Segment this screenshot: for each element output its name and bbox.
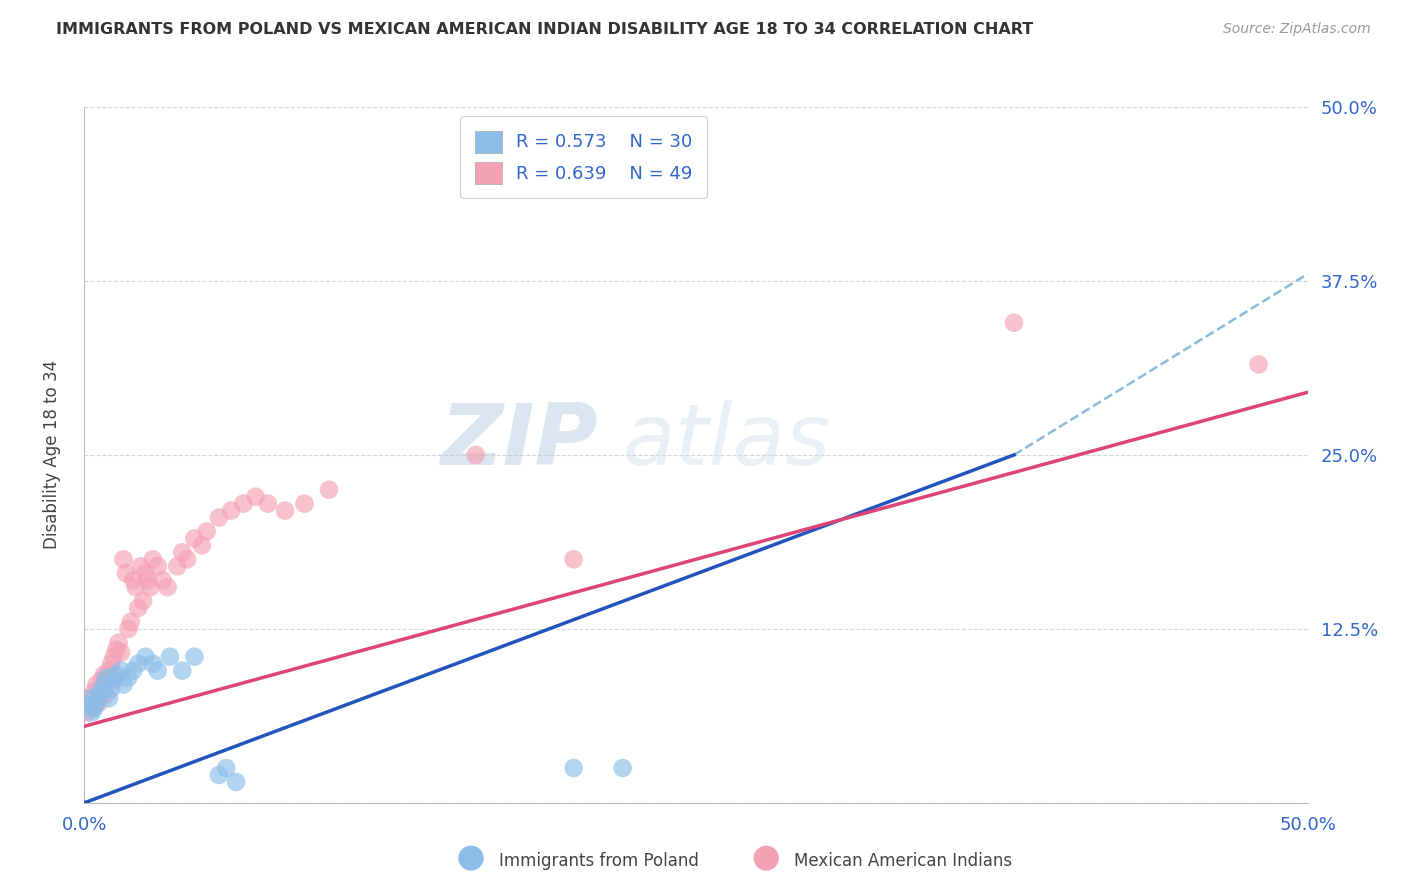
Point — [1247, 358, 1270, 372]
Point — [208, 768, 231, 782]
Point — [90, 673, 112, 688]
Point — [107, 636, 129, 650]
Point — [135, 566, 157, 581]
Point — [127, 657, 149, 671]
Point — [96, 671, 118, 685]
Point — [219, 503, 242, 517]
Point — [135, 649, 157, 664]
Point — [112, 552, 135, 566]
Point — [103, 673, 125, 688]
Point — [125, 580, 148, 594]
Point — [115, 566, 138, 581]
Text: atlas: atlas — [623, 400, 831, 483]
Point — [90, 684, 112, 698]
Point — [208, 510, 231, 524]
Text: IMMIGRANTS FROM POLAND VS MEXICAN AMERICAN INDIAN DISABILITY AGE 18 TO 34 CORREL: IMMIGRANTS FROM POLAND VS MEXICAN AMERIC… — [56, 22, 1033, 37]
Point — [159, 649, 181, 664]
Point — [87, 696, 110, 710]
Point — [122, 573, 145, 587]
Point — [80, 706, 103, 720]
Point — [562, 761, 585, 775]
Point — [129, 559, 152, 574]
Point — [93, 677, 115, 691]
Point — [183, 649, 205, 664]
Point — [142, 657, 165, 671]
Point — [122, 664, 145, 678]
Point — [80, 701, 103, 715]
Point — [215, 761, 238, 775]
Point — [112, 677, 135, 691]
Point — [191, 538, 214, 552]
Point — [464, 448, 486, 462]
Legend: R = 0.573    N = 30, R = 0.639    N = 49: R = 0.573 N = 30, R = 0.639 N = 49 — [460, 116, 707, 198]
Point — [93, 667, 115, 681]
Point — [77, 691, 100, 706]
Text: ZIP: ZIP — [440, 400, 598, 483]
Y-axis label: Disability Age 18 to 34: Disability Age 18 to 34 — [42, 360, 60, 549]
Point — [120, 615, 142, 629]
Point — [612, 761, 634, 775]
Point — [83, 701, 105, 715]
Point — [100, 657, 122, 671]
Point — [110, 664, 132, 678]
Text: Mexican American Indians: Mexican American Indians — [794, 852, 1012, 870]
Point — [117, 622, 139, 636]
Point — [139, 580, 162, 594]
Point — [132, 594, 155, 608]
Point — [97, 664, 120, 678]
Point — [77, 691, 100, 706]
Point — [318, 483, 340, 497]
Point — [274, 503, 297, 517]
Point — [152, 573, 174, 587]
Text: Immigrants from Poland: Immigrants from Poland — [499, 852, 699, 870]
Point — [97, 691, 120, 706]
Point — [87, 687, 110, 701]
Point — [136, 573, 159, 587]
Point — [142, 552, 165, 566]
Point — [96, 687, 118, 701]
Point — [76, 706, 98, 720]
Point — [83, 684, 105, 698]
Point — [86, 677, 108, 691]
Point — [156, 580, 179, 594]
Point — [172, 664, 194, 678]
Point — [127, 601, 149, 615]
Point — [176, 552, 198, 566]
Point — [562, 552, 585, 566]
Point — [1002, 316, 1025, 330]
Point — [245, 490, 267, 504]
Point — [146, 664, 169, 678]
Point — [100, 681, 122, 696]
Point — [76, 698, 98, 713]
Point — [146, 559, 169, 574]
Point — [195, 524, 218, 539]
Point — [225, 775, 247, 789]
Point — [183, 532, 205, 546]
Point — [294, 497, 316, 511]
Point — [166, 559, 188, 574]
Point — [232, 497, 254, 511]
Point — [103, 649, 125, 664]
Point — [257, 497, 280, 511]
Text: Source: ZipAtlas.com: Source: ZipAtlas.com — [1223, 22, 1371, 37]
Point — [172, 545, 194, 559]
Point — [117, 671, 139, 685]
Point — [105, 642, 128, 657]
Point — [110, 646, 132, 660]
Point — [105, 667, 128, 681]
Point — [86, 696, 108, 710]
